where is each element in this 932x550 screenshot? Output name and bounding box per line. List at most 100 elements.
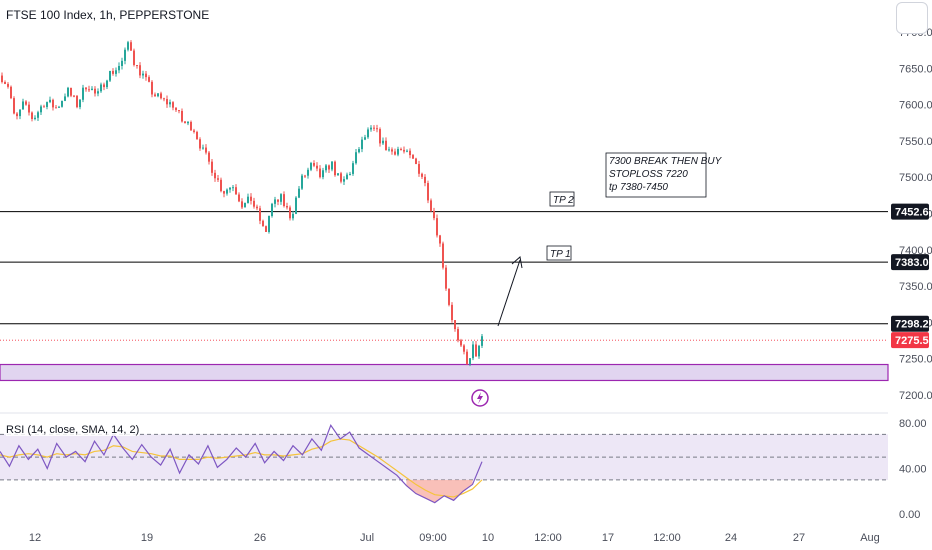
chart-settings-button[interactable] bbox=[896, 2, 928, 34]
candle-body bbox=[10, 86, 12, 99]
candle-body bbox=[112, 70, 114, 74]
candle-body bbox=[466, 351, 468, 364]
candle-body bbox=[67, 87, 69, 97]
candle-body bbox=[211, 161, 213, 173]
candle-body bbox=[457, 329, 459, 341]
time-tick-label: 12:00 bbox=[653, 532, 681, 544]
price-tick-label: 7500.0 bbox=[899, 172, 932, 184]
candle-body bbox=[394, 151, 396, 155]
candle-body bbox=[475, 344, 477, 357]
level-price-tag-label: 7275.5 bbox=[895, 335, 929, 347]
candle-body bbox=[127, 42, 129, 50]
candle-body bbox=[340, 173, 342, 182]
candle-body bbox=[397, 148, 399, 155]
rsi-indicator-title[interactable]: RSI (14, close, SMA, 14, 2) bbox=[6, 424, 140, 436]
candle-body bbox=[142, 73, 144, 76]
candle-body bbox=[223, 191, 225, 194]
time-tick-label: Aug bbox=[860, 532, 880, 544]
price-level-tags: 7452.6 7383.0 7298.2 7275.5 bbox=[891, 203, 929, 349]
projection-arrow[interactable] bbox=[497, 259, 521, 327]
candle-body bbox=[130, 42, 132, 51]
candle-body bbox=[418, 164, 420, 174]
candle-body bbox=[310, 163, 312, 170]
candle-body bbox=[184, 121, 186, 124]
trade-note-box[interactable] bbox=[605, 152, 707, 198]
candle-body bbox=[136, 64, 138, 66]
candle-body bbox=[328, 165, 330, 170]
candle-body bbox=[169, 102, 171, 105]
time-tick-label: 09:00 bbox=[419, 532, 447, 544]
candles-group bbox=[1, 40, 483, 367]
candle-body bbox=[133, 50, 135, 65]
candle-body bbox=[319, 168, 321, 178]
candle-body bbox=[322, 170, 324, 178]
candle-body bbox=[295, 197, 297, 214]
candle-body bbox=[199, 139, 201, 149]
candle-body bbox=[313, 163, 315, 166]
candle-body bbox=[181, 110, 183, 122]
candle-body bbox=[370, 127, 372, 130]
candle-body bbox=[97, 91, 99, 94]
candle-body bbox=[220, 179, 222, 192]
time-axis[interactable]: 12 19 26 Jul 09:00 10 12:00 17 12:00 24 27 Aug bbox=[29, 532, 880, 544]
candle-body bbox=[268, 215, 270, 232]
candle-body bbox=[355, 152, 357, 164]
candle-body bbox=[253, 200, 255, 207]
tp2-box[interactable] bbox=[549, 191, 575, 207]
candle-body bbox=[85, 87, 87, 90]
candle-body bbox=[235, 187, 237, 195]
candle-body bbox=[109, 70, 111, 81]
candle-body bbox=[178, 110, 180, 112]
time-tick-label: 10 bbox=[482, 532, 494, 544]
price-pane[interactable]: TP 2 TP 1 7300 BREAK THEN BUY STOPLOSS 7… bbox=[0, 40, 889, 407]
candle-body bbox=[439, 235, 441, 244]
candle-body bbox=[217, 178, 219, 180]
lightning-icon bbox=[477, 392, 483, 404]
rsi-tick-label: 0.00 bbox=[899, 509, 920, 521]
candle-body bbox=[454, 320, 456, 330]
candle-body bbox=[307, 169, 309, 176]
tp2-label: TP 2 bbox=[553, 195, 574, 206]
candle-body bbox=[166, 99, 168, 105]
candle-body bbox=[286, 206, 288, 208]
candle-body bbox=[145, 73, 147, 78]
candle-body bbox=[238, 194, 240, 202]
candle-body bbox=[124, 49, 126, 61]
candle-body bbox=[58, 106, 60, 108]
candle-body bbox=[400, 148, 402, 150]
candle-body bbox=[4, 82, 6, 84]
candle-body bbox=[316, 165, 318, 169]
candle-body bbox=[472, 344, 474, 359]
candle-body bbox=[115, 70, 117, 74]
price-tick-label: 7350.0 bbox=[899, 281, 932, 293]
candle-body bbox=[427, 183, 429, 201]
candle-body bbox=[118, 65, 120, 71]
candle-body bbox=[190, 121, 192, 131]
tp1-box[interactable] bbox=[546, 245, 572, 261]
candle-body bbox=[250, 196, 252, 201]
candle-body bbox=[76, 95, 78, 108]
candle-body bbox=[100, 84, 102, 92]
candle-body bbox=[256, 206, 258, 209]
arrow-head-icon bbox=[511, 256, 523, 269]
candle-body bbox=[409, 150, 411, 156]
trade-note-line1: 7300 BREAK THEN BUY bbox=[609, 156, 723, 167]
candle-body bbox=[151, 81, 153, 95]
candle-body bbox=[358, 149, 360, 153]
candle-body bbox=[229, 187, 231, 190]
candle-body bbox=[382, 140, 384, 144]
candle-body bbox=[442, 243, 444, 268]
level-price-tag bbox=[891, 332, 929, 349]
candle-body bbox=[232, 187, 234, 189]
candle-body bbox=[88, 89, 90, 91]
candle-body bbox=[187, 121, 189, 124]
rsi-pane[interactable] bbox=[0, 423, 888, 504]
candle-body bbox=[43, 106, 45, 108]
candle-body bbox=[196, 131, 198, 140]
candle-body bbox=[364, 137, 366, 140]
candle-body bbox=[463, 345, 465, 352]
candle-body bbox=[280, 194, 282, 202]
price-tick-label: 7200.0 bbox=[899, 390, 932, 402]
rsi-sma-line bbox=[0, 438, 483, 498]
